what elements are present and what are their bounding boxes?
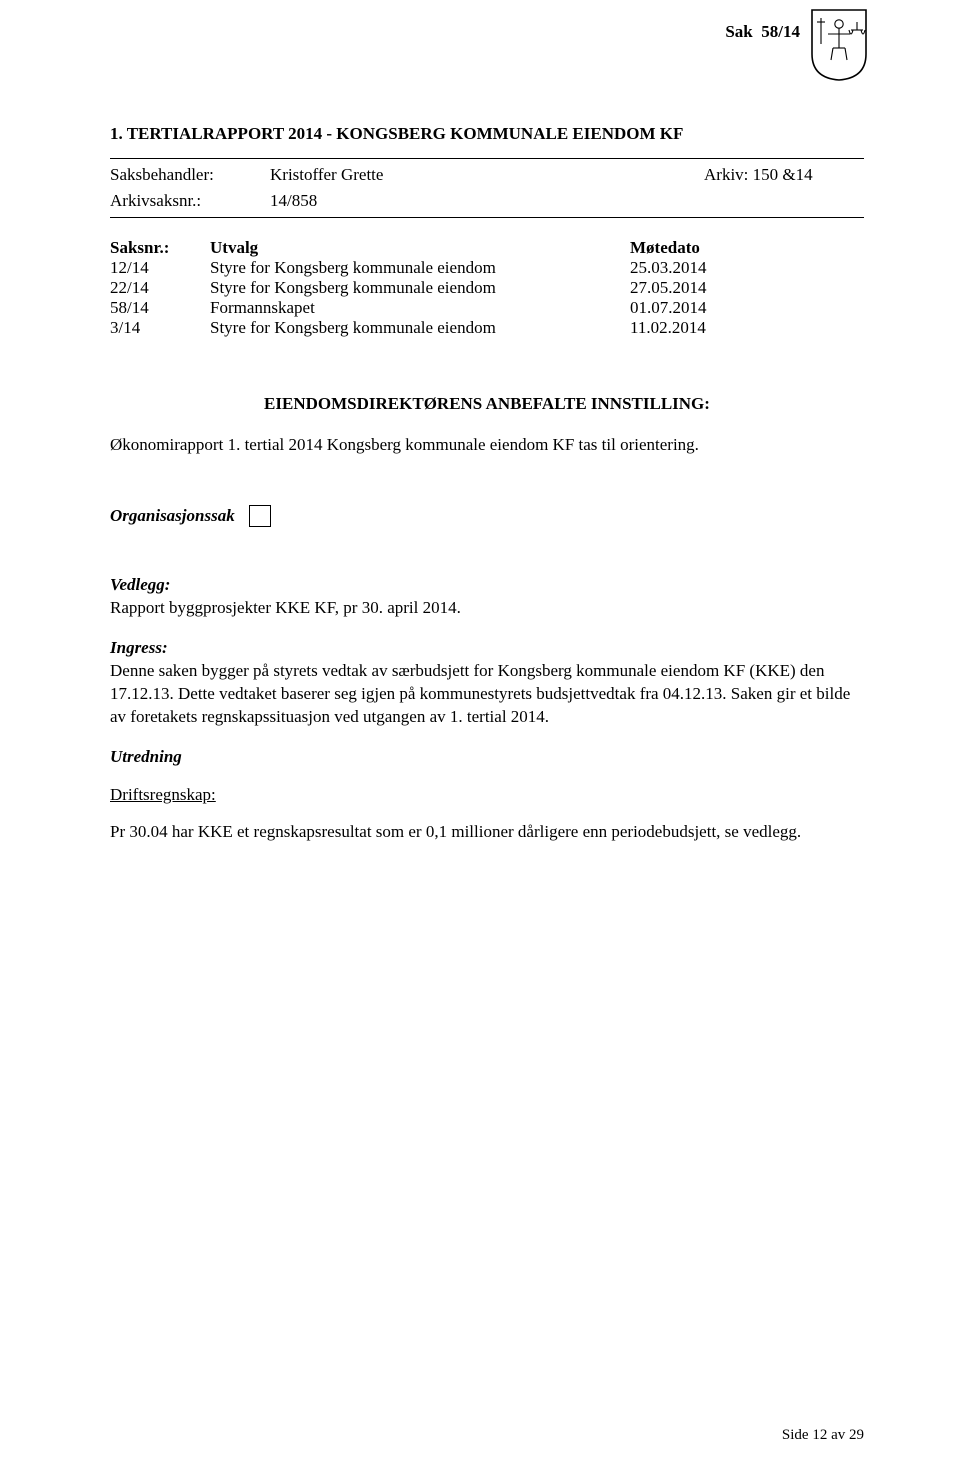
innstilling-text: Økonomirapport 1. tertial 2014 Kongsberg… xyxy=(110,434,864,457)
utvalg-row: 12/14 Styre for Kongsberg kommunale eien… xyxy=(110,258,864,278)
sak-label: Sak xyxy=(725,22,752,41)
arkiv-label: Arkiv: 150 &14 xyxy=(704,165,864,185)
col-header-utvalg: Utvalg xyxy=(210,238,630,258)
utvalg-row: 3/14 Styre for Kongsberg kommunale eiend… xyxy=(110,318,864,338)
utvalg-header-row: Saksnr.: Utvalg Møtedato xyxy=(110,238,864,258)
cell-saksnr: 3/14 xyxy=(110,318,210,338)
sak-header: Sak 58/14 xyxy=(725,22,800,42)
sak-number: 58/14 xyxy=(761,22,800,41)
innstilling-title: EIENDOMSDIREKTØRENS ANBEFALTE INNSTILLIN… xyxy=(110,394,864,414)
arkivsaksnr-value: 14/858 xyxy=(270,191,704,211)
vedlegg-text: Rapport byggprosjekter KKE KF, pr 30. ap… xyxy=(110,597,864,620)
cell-saksnr: 12/14 xyxy=(110,258,210,278)
crest-icon xyxy=(810,8,868,82)
organisasjonssak-label: Organisasjonssak xyxy=(110,506,235,526)
utredning-heading: Utredning xyxy=(110,747,864,767)
cell-utvalg: Formannskapet xyxy=(210,298,630,318)
utvalg-row: 22/14 Styre for Kongsberg kommunale eien… xyxy=(110,278,864,298)
saksbehandler-label: Saksbehandler: xyxy=(110,165,270,185)
page-number: Side 12 av 29 xyxy=(782,1427,864,1444)
ingress-text: Denne saken bygger på styrets vedtak av … xyxy=(110,660,864,729)
cell-date: 11.02.2014 xyxy=(630,318,750,338)
utvalg-table: Saksnr.: Utvalg Møtedato 12/14 Styre for… xyxy=(110,238,864,338)
cell-utvalg: Styre for Kongsberg kommunale eiendom xyxy=(210,258,630,278)
col-header-saksnr: Saksnr.: xyxy=(110,238,210,258)
divider xyxy=(110,217,864,218)
cell-date: 25.03.2014 xyxy=(630,258,750,278)
utvalg-row: 58/14 Formannskapet 01.07.2014 xyxy=(110,298,864,318)
utredning-text: Pr 30.04 har KKE et regnskapsresultat so… xyxy=(110,821,864,844)
cell-saksnr: 58/14 xyxy=(110,298,210,318)
saksbehandler-value: Kristoffer Grette xyxy=(270,165,704,185)
driftsregnskap-heading: Driftsregnskap: xyxy=(110,785,864,805)
cell-utvalg: Styre for Kongsberg kommunale eiendom xyxy=(210,318,630,338)
col-header-motedato: Møtedato xyxy=(630,238,750,258)
cell-utvalg: Styre for Kongsberg kommunale eiendom xyxy=(210,278,630,298)
cell-date: 01.07.2014 xyxy=(630,298,750,318)
ingress-heading: Ingress: xyxy=(110,638,864,658)
meta-arkivsaksnr-row: Arkivsaksnr.: 14/858 xyxy=(110,191,864,217)
arkivsaksnr-label: Arkivsaksnr.: xyxy=(110,191,270,211)
page: Sak 58/14 1. TERTIAL xyxy=(0,0,960,1472)
doc-title: 1. TERTIALRAPPORT 2014 - KONGSBERG KOMMU… xyxy=(110,124,864,144)
cell-date: 27.05.2014 xyxy=(630,278,750,298)
cell-saksnr: 22/14 xyxy=(110,278,210,298)
meta-saksbehandler-row: Saksbehandler: Kristoffer Grette Arkiv: … xyxy=(110,159,864,191)
organisasjonssak-checkbox[interactable] xyxy=(249,505,271,527)
vedlegg-heading: Vedlegg: xyxy=(110,575,864,595)
organisasjonssak-row: Organisasjonssak xyxy=(110,505,864,527)
